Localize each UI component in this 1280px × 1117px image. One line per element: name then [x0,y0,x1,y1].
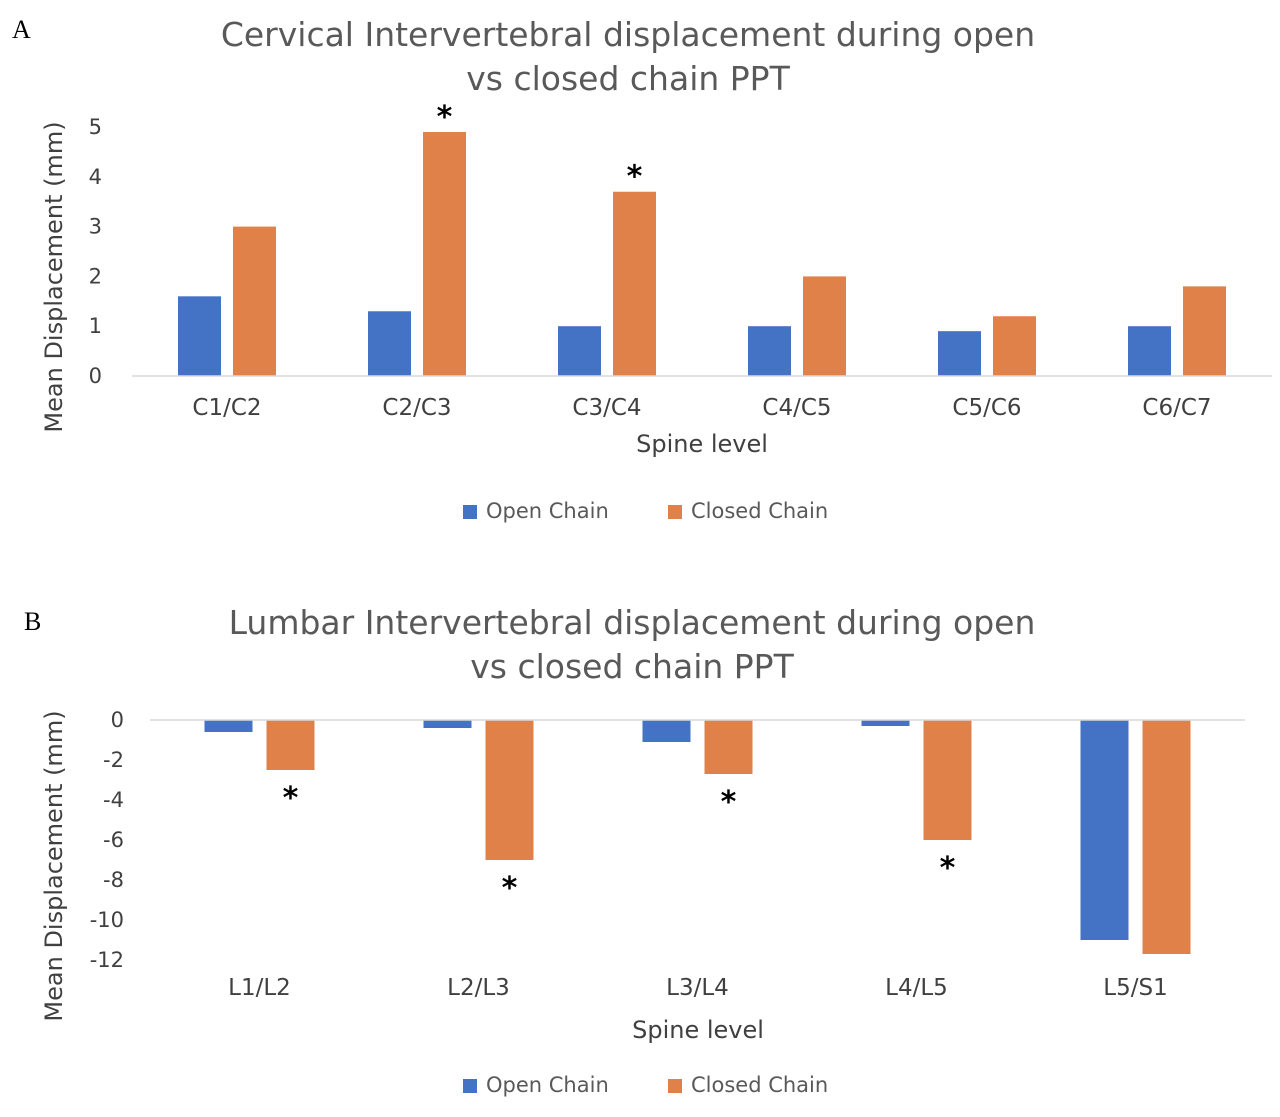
panel-b-lumbar-chart: B Lumbar Intervertebral displacement dur… [24,603,1245,1097]
chart-a-bars [178,131,1226,376]
chart-a-bar-open-chain-c6-c7 [1128,326,1171,376]
chart-a-bar-open-chain-c2-c3 [368,311,411,376]
chart-a-legend-open-chain: Open Chain [486,499,609,523]
chart-b-y-ticks: 0 -2 -4 -6 -8 -10 -12 [90,708,124,972]
chart-b-y-tick-12: -12 [90,948,124,972]
chart-a-category-labels: C1/C2 C2/C3 C3/C4 C4/C5 C5/C6 C6/C7 [192,395,1211,421]
chart-a-y-tick-5: 5 [89,115,102,139]
chart-b-category-l2-l3: L2/L3 [447,975,510,1001]
chart-a-category-c4-c5: C4/C5 [762,395,831,421]
chart-b-bar-open-chain-l4-l5 [861,720,910,726]
chart-b-y-tick-4: -4 [103,788,124,812]
chart-a-bar-open-chain-c5-c6 [938,331,981,376]
chart-a-title-line-1: Cervical Intervertebral displacement dur… [221,15,1035,54]
chart-a-significance-markers: ** [437,100,643,195]
chart-b-bar-closed-chain-l2-l3 [485,720,534,860]
chart-a-bar-closed-chain-c1-c2 [233,226,276,376]
chart-b-bar-closed-chain-l3-l4 [704,720,753,774]
chart-b-title-line-1: Lumbar Intervertebral displacement durin… [229,603,1036,642]
chart-a-bar-closed-chain-c4-c5 [803,276,846,376]
chart-a-significance-c2-c3: * [437,100,453,135]
chart-a-category-c1-c2: C1/C2 [192,395,261,421]
chart-b-significance-l4-l5: * [940,851,956,886]
panel-b-label: B [24,607,41,636]
chart-a-bar-open-chain-c1-c2 [178,296,221,376]
chart-b-category-l4-l5: L4/L5 [885,975,948,1001]
chart-a-bar-open-chain-c4-c5 [748,326,791,376]
chart-b-category-l3-l4: L3/L4 [666,975,729,1001]
chart-a-bar-closed-chain-c6-c7 [1183,286,1226,376]
chart-a-y-tick-1: 1 [89,314,102,338]
chart-a-legend-swatch-open-chain [463,505,477,519]
chart-a-legend-swatch-closed-chain [668,505,682,519]
chart-b-y-axis-label: Mean Displacement (mm) [40,710,68,1021]
chart-b-y-tick-8: -8 [103,868,124,892]
chart-b-legend-swatch-closed-chain [668,1079,682,1093]
chart-a-category-c3-c4: C3/C4 [572,395,641,421]
chart-b-bars [204,720,1191,954]
chart-a-title-line-2: vs closed chain PPT [466,59,790,98]
chart-b-x-axis-label: Spine level [632,1016,764,1044]
chart-b-legend-closed-chain: Closed Chain [691,1073,828,1097]
chart-b-legend-swatch-open-chain [463,1079,477,1093]
chart-b-title-line-2: vs closed chain PPT [470,647,794,686]
chart-b-bar-open-chain-l1-l2 [204,720,253,732]
chart-a-bar-closed-chain-c3-c4 [613,191,656,376]
chart-b-category-l1-l2: L1/L2 [228,975,291,1001]
chart-a-y-tick-3: 3 [89,215,102,239]
panel-a-label: A [12,15,31,44]
chart-b-legend: Open Chain Closed Chain [463,1073,828,1097]
chart-b-significance-l1-l2: * [283,781,299,816]
chart-a-y-tick-2: 2 [89,264,102,288]
chart-b-bar-closed-chain-l5-s1 [1142,720,1191,954]
chart-a-significance-c3-c4: * [627,160,643,195]
chart-b-y-tick-2: -2 [103,748,124,772]
chart-a-bar-closed-chain-c2-c3 [423,131,466,376]
chart-b-y-tick-6: -6 [103,828,124,852]
chart-a-y-ticks: 0 1 2 3 4 5 [89,115,102,388]
chart-a-legend-closed-chain: Closed Chain [691,499,828,523]
chart-a-category-c6-c7: C6/C7 [1142,395,1211,421]
chart-a-y-tick-4: 4 [89,165,102,189]
chart-a-category-c5-c6: C5/C6 [952,395,1021,421]
chart-a-category-c2-c3: C2/C3 [382,395,451,421]
chart-a-x-axis-label: Spine level [636,430,768,458]
chart-a-y-axis-label: Mean Displacement (mm) [40,121,68,432]
chart-b-significance-l2-l3: * [502,871,518,906]
chart-a-bar-closed-chain-c5-c6 [993,316,1036,376]
chart-b-category-labels: L1/L2 L2/L3 L3/L4 L4/L5 L5/S1 [228,975,1168,1001]
chart-b-bar-closed-chain-l4-l5 [923,720,972,840]
chart-b-y-tick-10: -10 [90,908,124,932]
chart-b-bar-open-chain-l2-l3 [423,720,472,728]
chart-b-significance-l3-l4: * [721,785,737,820]
chart-a-legend: Open Chain Closed Chain [463,499,828,523]
chart-b-bar-closed-chain-l1-l2 [266,720,315,770]
chart-b-bar-open-chain-l5-s1 [1080,720,1129,940]
panel-a-cervical-chart: A Cervical Intervertebral displacement d… [12,15,1272,523]
chart-b-category-l5-s1: L5/S1 [1103,975,1167,1001]
chart-a-bar-open-chain-c3-c4 [558,326,601,376]
chart-b-bar-open-chain-l3-l4 [642,720,691,742]
chart-a-y-tick-0: 0 [89,364,102,388]
chart-b-legend-open-chain: Open Chain [486,1073,609,1097]
chart-b-y-tick-0: 0 [111,708,124,732]
chart-b-significance-markers: * * * * [283,781,956,906]
